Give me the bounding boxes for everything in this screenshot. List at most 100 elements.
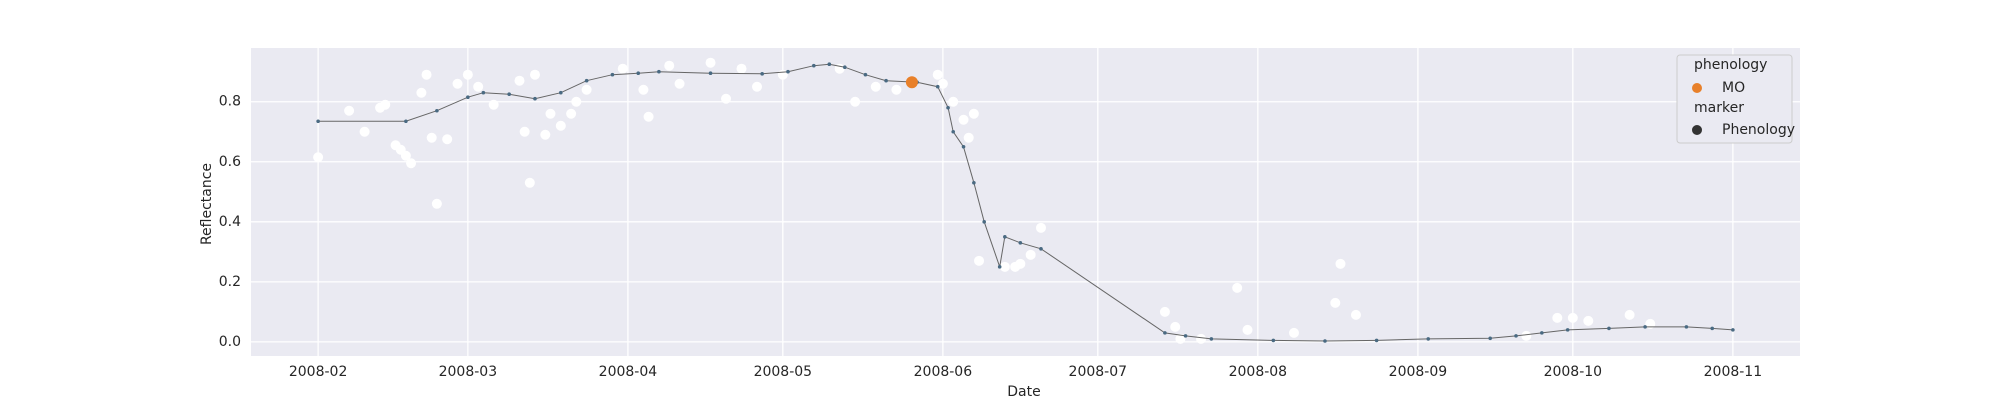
data-point (617, 63, 628, 74)
data-point (1209, 337, 1214, 341)
data-point (400, 150, 411, 161)
x-axis-label: Date (1007, 384, 1040, 400)
x-tick-label: 2008-02 (289, 364, 348, 380)
data-point (963, 132, 974, 143)
data-point (519, 126, 530, 137)
data-point (1488, 336, 1492, 341)
data-point (736, 63, 747, 74)
data-point (842, 65, 847, 70)
data-point (507, 92, 511, 97)
x-tick-label: 2008-09 (1389, 364, 1448, 380)
data-point (1335, 258, 1346, 269)
data-point (488, 99, 499, 110)
data-point (721, 93, 732, 104)
x-tick-label: 2008-05 (754, 364, 813, 380)
data-point (664, 60, 675, 71)
legend-box (1676, 54, 1793, 144)
legend-title: phenology (1694, 57, 1767, 73)
marks (313, 57, 1735, 344)
data-point (406, 158, 417, 169)
data-point (584, 78, 589, 83)
data-point (435, 108, 439, 113)
data-point (636, 71, 641, 76)
data-point (1170, 321, 1181, 332)
data-point (1025, 249, 1036, 260)
data-point (935, 84, 940, 89)
data-point (555, 120, 566, 131)
data-point (431, 198, 442, 209)
data-point (1710, 326, 1715, 331)
data-point (643, 111, 654, 122)
data-point (1567, 312, 1578, 323)
legend: phenology MO marker Phenology (1676, 54, 1795, 144)
data-point (1521, 330, 1532, 341)
data-point (937, 78, 948, 89)
data-point (1540, 331, 1544, 335)
data-point (674, 78, 685, 89)
data-point (997, 265, 1002, 269)
data-point (581, 84, 592, 95)
data-point (1330, 297, 1341, 308)
data-point (972, 180, 976, 185)
data-point (999, 261, 1010, 272)
data-point (905, 76, 918, 89)
y-tick-label: 0.6 (219, 154, 241, 170)
data-point (481, 90, 486, 95)
data-point (545, 108, 556, 119)
data-point (932, 69, 943, 80)
x-tick-label: 2008-06 (914, 364, 973, 380)
data-point (452, 78, 463, 89)
data-point (421, 69, 432, 80)
data-point (1514, 334, 1518, 338)
data-point (1565, 328, 1570, 332)
data-point (524, 177, 535, 188)
data-point (850, 96, 861, 107)
data-point (884, 78, 888, 83)
data-point (827, 62, 832, 67)
data-point (1159, 306, 1170, 317)
data-point (708, 71, 713, 76)
data-point (1232, 282, 1243, 293)
data-point (812, 63, 816, 68)
grid (251, 48, 1800, 356)
legend-marker (1692, 83, 1702, 93)
data-point (1163, 331, 1167, 335)
data-point (657, 69, 661, 74)
y-tick-label: 0.4 (219, 214, 241, 230)
data-point (1552, 312, 1563, 323)
data-point (958, 114, 969, 125)
data-point (1583, 315, 1594, 326)
data-point (1607, 326, 1611, 331)
data-point (380, 99, 391, 110)
data-point (1196, 333, 1207, 344)
data-point (1183, 334, 1188, 338)
data-point (1684, 325, 1689, 329)
y-axis-label: Reflectance (199, 163, 215, 245)
data-point (982, 220, 986, 224)
x-tick-label: 2008-03 (439, 364, 498, 380)
data-point (946, 105, 950, 110)
data-point (313, 152, 324, 163)
legend-title: marker (1694, 100, 1744, 116)
data-point (316, 119, 320, 124)
legend-label: MO (1722, 80, 1745, 96)
data-point (752, 81, 763, 92)
data-point (610, 72, 615, 77)
data-point (514, 75, 525, 86)
data-point (863, 72, 868, 77)
data-point (1645, 318, 1656, 329)
data-point (638, 84, 649, 95)
data-point (1175, 333, 1186, 344)
data-point (462, 69, 473, 80)
data-point (533, 96, 537, 101)
data-point (1426, 337, 1431, 341)
data-point (344, 105, 355, 116)
data-point (1271, 338, 1276, 343)
data-point (1242, 324, 1253, 335)
data-point (1015, 258, 1026, 269)
data-point (760, 72, 764, 76)
data-point (948, 96, 959, 107)
data-point (571, 96, 582, 107)
data-point (1643, 325, 1647, 329)
